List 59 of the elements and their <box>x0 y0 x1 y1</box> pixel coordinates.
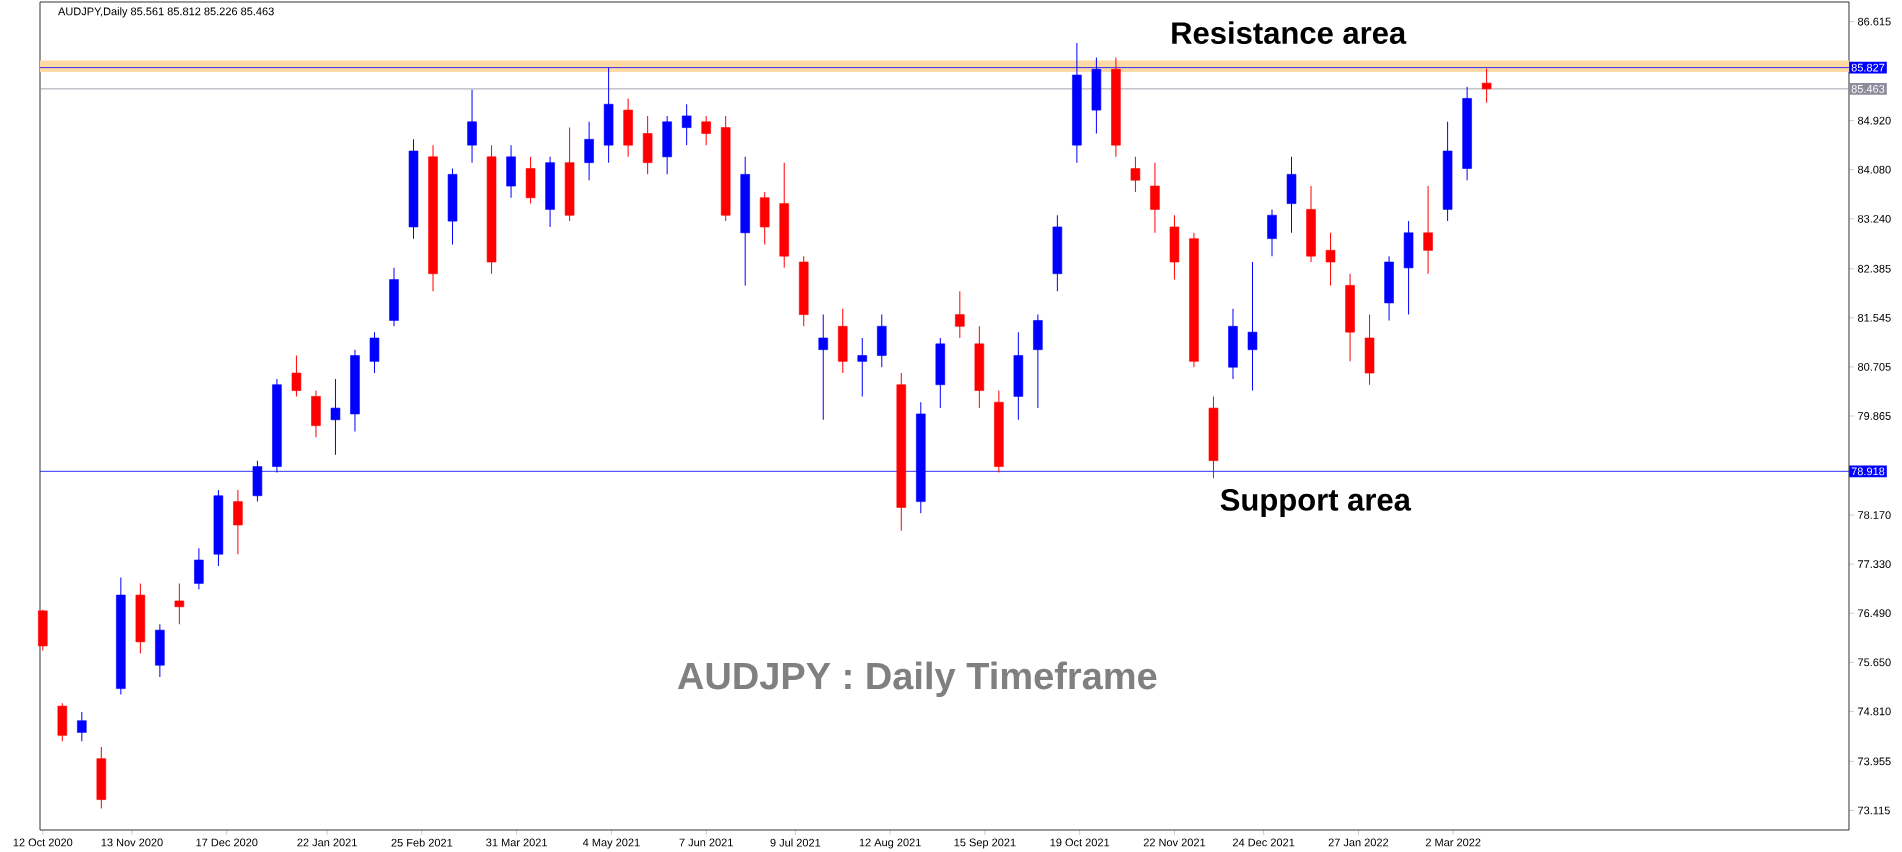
y-tick-label: 84.920 <box>1857 116 1891 125</box>
candlestick <box>330 378 341 456</box>
x-tick-label: 7 Jun 2021 <box>679 838 733 847</box>
candlestick <box>174 582 185 625</box>
x-tick-label: 9 Jul 2021 <box>770 838 821 847</box>
text: AUDJPY : Daily Timeframe <box>677 661 1157 698</box>
x-tick-label: 12 Oct 2020 <box>13 838 73 847</box>
y-tick-label: 73.115 <box>1858 806 1890 815</box>
x-tick-label: 4 May 2021 <box>582 838 640 849</box>
y-tick-label: 83.240 <box>1857 214 1891 223</box>
candlestick <box>1267 209 1277 257</box>
y-tick-label: 86.615 <box>1857 17 1891 26</box>
ref-line-label: 78.918 <box>1851 467 1885 476</box>
y-tick-label: 73.955 <box>1858 757 1891 766</box>
x-tick-label: 31 Mar 2021 <box>486 838 547 847</box>
y-tick-label: 78.170 <box>1858 511 1891 520</box>
x-tick-label: 27 Jan 2022 <box>1328 838 1389 847</box>
candlestick <box>1423 185 1433 275</box>
ref-line-label: 85.827 <box>1851 63 1885 72</box>
x-tick-label: 13 Nov 2020 <box>101 838 163 847</box>
annotation: AUDJPY,Daily 85.561 85.812 85.226 85.463 <box>58 7 274 18</box>
candlestick <box>1150 162 1160 234</box>
annotation: Resistance area <box>1172 21 1407 45</box>
y-tick-label: 75.650 <box>1858 658 1891 667</box>
candlestick <box>584 121 594 181</box>
y-tick-label: 76.490 <box>1858 609 1891 618</box>
candlestick <box>1481 68 1492 104</box>
y-tick-label: 74.810 <box>1858 707 1891 716</box>
candlestick <box>1247 261 1258 392</box>
x-tick-label: 17 Dec 2020 <box>196 838 258 847</box>
y-tick-label: 79.865 <box>1858 412 1891 420</box>
candlestick <box>857 337 868 397</box>
candlestick <box>1325 232 1336 286</box>
x-tick-label: 19 Oct 2021 <box>1050 838 1110 847</box>
x-tick-label: 22 Nov 2021 <box>1143 838 1206 847</box>
y-tick-label: 84.080 <box>1857 165 1891 174</box>
ref-line-label: 85.463 <box>1851 85 1885 93</box>
y-tick-label: 82.385 <box>1857 264 1891 273</box>
x-tick-label: 12 Aug 2021 <box>859 838 921 849</box>
candlestick <box>194 547 204 590</box>
candlestick <box>467 89 477 164</box>
candlestick <box>955 290 965 339</box>
candlestick <box>369 331 380 374</box>
candlestick <box>701 115 711 146</box>
candlestick <box>1130 156 1141 193</box>
x-tick-label: 22 Jan 2021 <box>297 838 357 847</box>
candlestick <box>818 314 828 421</box>
candlestick <box>681 103 692 146</box>
candlestick <box>291 355 302 397</box>
y-tick-label: 80.705 <box>1857 363 1891 371</box>
candlestick <box>77 711 87 742</box>
annotation: Support area <box>1220 488 1412 518</box>
y-tick-label: 81.545 <box>1857 314 1891 322</box>
y-tick-label: 77.330 <box>1858 560 1891 569</box>
x-tick-label: 15 Sep 2021 <box>954 838 1016 849</box>
x-tick-label: 25 Feb 2021 <box>391 838 453 847</box>
x-tick-label: 2 Mar 2022 <box>1425 838 1481 847</box>
x-tick-label: 24 Dec 2021 <box>1233 838 1295 847</box>
candlestick <box>233 489 243 555</box>
